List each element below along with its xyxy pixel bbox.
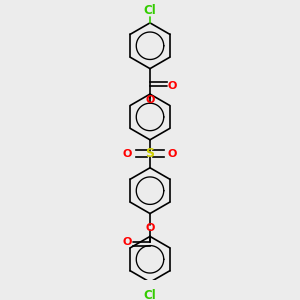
Text: O: O: [168, 149, 177, 159]
Text: Cl: Cl: [144, 289, 156, 300]
Text: O: O: [168, 81, 177, 92]
Text: O: O: [123, 149, 132, 159]
Text: O: O: [145, 223, 155, 232]
Text: O: O: [123, 236, 132, 247]
Text: S: S: [146, 147, 154, 160]
Text: Cl: Cl: [144, 4, 156, 16]
Text: O: O: [145, 95, 155, 105]
